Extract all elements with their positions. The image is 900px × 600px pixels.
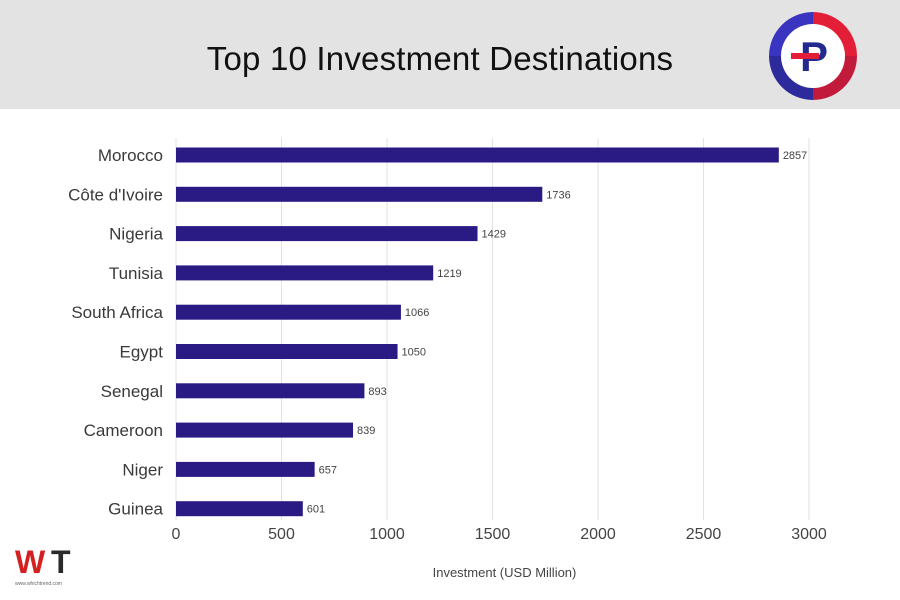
value-label: 1736 xyxy=(546,189,570,201)
x-tick-label: 500 xyxy=(268,526,295,543)
category-label: South Africa xyxy=(71,303,163,322)
value-label: 839 xyxy=(357,425,375,437)
x-axis-title: Investment (USD Million) xyxy=(433,565,577,580)
svg-text:T: T xyxy=(51,544,71,580)
svg-text:www.whichtrend.com: www.whichtrend.com xyxy=(15,581,62,587)
bar xyxy=(176,344,398,359)
bar xyxy=(176,304,401,320)
bar xyxy=(176,186,543,202)
category-label: Nigeria xyxy=(109,225,163,244)
bar xyxy=(176,422,354,438)
category-label: Morocco xyxy=(98,146,163,165)
bar xyxy=(176,265,434,281)
x-tick-label: 1500 xyxy=(475,526,511,543)
chart-title: Top 10 Investment Destinations xyxy=(206,40,674,77)
category-label: Tunisia xyxy=(109,264,164,283)
x-tick-label: 1000 xyxy=(369,526,405,543)
x-tick-label: 0 xyxy=(172,526,181,543)
value-label: 1219 xyxy=(437,268,461,280)
value-label: 657 xyxy=(319,464,337,476)
category-label: Guinea xyxy=(108,500,163,519)
x-tick-label: 2000 xyxy=(580,526,616,543)
value-label: 1429 xyxy=(482,229,506,241)
publisher-logo: P xyxy=(769,12,857,100)
value-label: 2857 xyxy=(783,150,807,162)
bar xyxy=(176,383,365,399)
value-label: 601 xyxy=(307,504,325,516)
category-label: Senegal xyxy=(101,382,163,401)
bar xyxy=(176,461,315,477)
value-label: 893 xyxy=(368,386,386,398)
value-label: 1050 xyxy=(402,347,426,359)
category-label: Côte d'Ivoire xyxy=(68,185,163,204)
svg-text:W: W xyxy=(15,544,46,580)
x-tick-label: 2500 xyxy=(686,526,722,543)
category-label: Egypt xyxy=(120,343,164,362)
value-label: 1066 xyxy=(405,307,429,319)
header-band xyxy=(0,0,900,109)
category-label: Niger xyxy=(122,460,163,479)
bar xyxy=(176,501,303,517)
bar xyxy=(176,226,478,242)
category-label: Cameroon xyxy=(84,421,163,440)
bar xyxy=(176,147,779,163)
x-tick-label: 3000 xyxy=(791,526,827,543)
watermark-logo: W T www.whichtrend.com xyxy=(15,544,71,587)
